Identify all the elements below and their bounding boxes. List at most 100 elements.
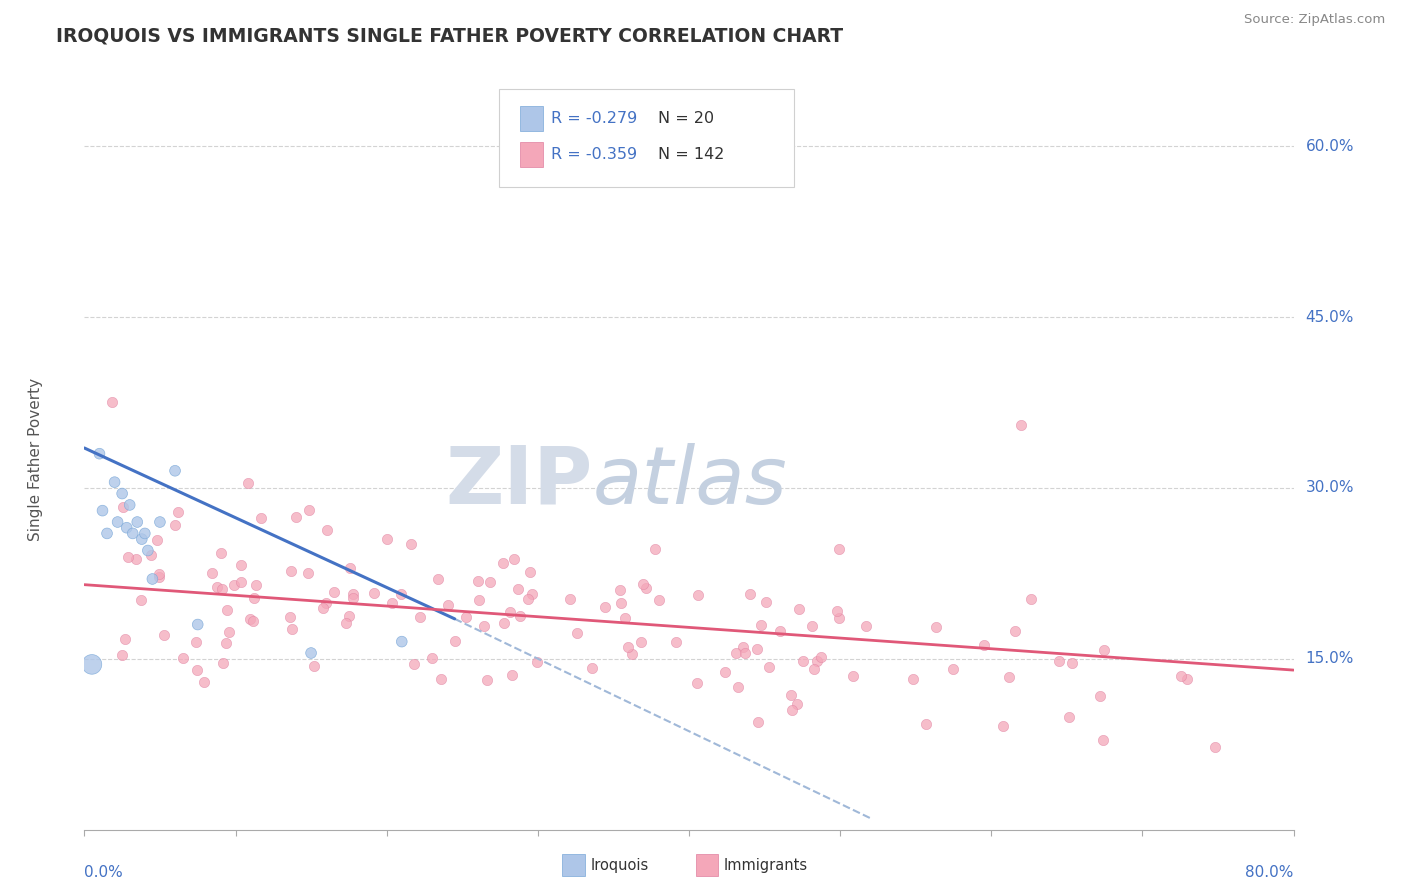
- Point: [250, 510, 273, 524]
- Point: [1004, 624, 1026, 639]
- Point: [806, 654, 828, 668]
- Point: [141, 572, 163, 586]
- Point: [239, 612, 262, 626]
- Text: 60.0%: 60.0%: [1306, 138, 1354, 153]
- Text: Single Father Poverty: Single Father Poverty: [28, 378, 44, 541]
- Point: [713, 665, 735, 680]
- Point: [747, 715, 769, 730]
- Point: [825, 604, 848, 618]
- Point: [91, 503, 114, 517]
- Text: IROQUOIS VS IMMIGRANTS SINGLE FATHER POVERTY CORRELATION CHART: IROQUOIS VS IMMIGRANTS SINGLE FATHER POV…: [56, 27, 844, 45]
- Point: [229, 558, 252, 573]
- Point: [426, 572, 449, 586]
- Point: [745, 641, 768, 656]
- Point: [468, 592, 491, 607]
- Point: [298, 503, 321, 517]
- Point: [165, 518, 187, 533]
- Point: [89, 447, 111, 461]
- Point: [501, 668, 523, 682]
- Point: [1047, 653, 1070, 667]
- Point: [134, 526, 156, 541]
- Point: [517, 592, 540, 607]
- Text: Immigrants: Immigrants: [724, 858, 808, 872]
- Point: [278, 609, 301, 624]
- Point: [614, 611, 637, 625]
- Point: [644, 542, 666, 557]
- Point: [165, 464, 187, 478]
- Text: 80.0%: 80.0%: [1246, 865, 1294, 880]
- Point: [335, 616, 357, 631]
- Text: atlas: atlas: [592, 442, 787, 521]
- Text: R = -0.359: R = -0.359: [551, 147, 637, 161]
- Point: [363, 585, 385, 599]
- Point: [581, 661, 603, 675]
- Point: [472, 619, 495, 633]
- Point: [186, 634, 208, 648]
- Point: [316, 523, 339, 537]
- Point: [104, 475, 127, 490]
- Point: [801, 619, 824, 633]
- Point: [111, 648, 134, 662]
- Point: [242, 614, 264, 628]
- Point: [1092, 732, 1115, 747]
- Point: [342, 591, 364, 605]
- Point: [492, 556, 515, 570]
- Point: [420, 651, 443, 665]
- Point: [479, 574, 502, 589]
- Point: [733, 640, 755, 655]
- Point: [115, 521, 138, 535]
- Point: [1090, 689, 1112, 703]
- Point: [828, 541, 851, 556]
- Point: [136, 543, 159, 558]
- Point: [107, 515, 129, 529]
- Text: 15.0%: 15.0%: [1306, 651, 1354, 666]
- Point: [727, 680, 749, 694]
- Point: [117, 550, 139, 565]
- Point: [991, 719, 1014, 733]
- Point: [207, 580, 229, 594]
- Point: [444, 633, 467, 648]
- Point: [186, 663, 208, 677]
- Point: [312, 600, 335, 615]
- Point: [242, 591, 264, 605]
- Point: [100, 395, 122, 409]
- Point: [734, 646, 756, 660]
- Point: [187, 617, 209, 632]
- Point: [1177, 673, 1199, 687]
- Point: [506, 582, 529, 596]
- Point: [558, 591, 581, 606]
- Point: [121, 526, 143, 541]
- Point: [593, 599, 616, 614]
- Point: [780, 703, 803, 717]
- Point: [149, 515, 172, 529]
- Point: [238, 475, 260, 490]
- Point: [526, 655, 548, 669]
- Point: [201, 566, 224, 580]
- Point: [803, 662, 825, 676]
- Point: [1170, 669, 1192, 683]
- Text: 30.0%: 30.0%: [1306, 481, 1354, 495]
- Point: [280, 564, 302, 578]
- Point: [381, 596, 404, 610]
- Point: [998, 670, 1021, 684]
- Point: [942, 663, 965, 677]
- Text: R = -0.279: R = -0.279: [551, 112, 637, 126]
- Point: [1204, 739, 1226, 754]
- Point: [749, 617, 772, 632]
- Point: [924, 620, 946, 634]
- Point: [375, 532, 398, 546]
- Point: [494, 616, 516, 631]
- Point: [454, 610, 477, 624]
- Point: [901, 673, 924, 687]
- Text: ZIP: ZIP: [444, 442, 592, 521]
- Point: [475, 673, 498, 687]
- Point: [299, 646, 322, 660]
- Point: [755, 595, 778, 609]
- Point: [1059, 710, 1081, 724]
- Point: [725, 646, 748, 660]
- Point: [146, 533, 169, 547]
- Point: [467, 574, 489, 589]
- Point: [297, 566, 319, 581]
- Point: [437, 599, 460, 613]
- Text: 0.0%: 0.0%: [84, 865, 124, 880]
